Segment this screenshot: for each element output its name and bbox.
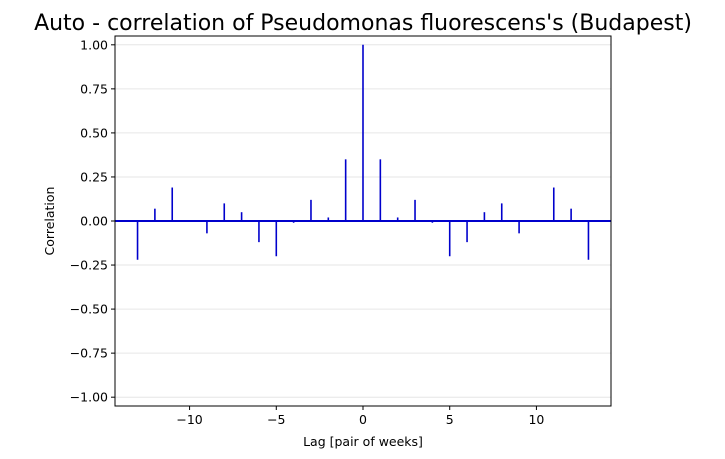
y-tick-label: −0.75: [70, 346, 108, 361]
y-tick-label: −0.25: [70, 258, 108, 273]
x-tick-label: 5: [446, 412, 454, 427]
x-tick-label: 0: [359, 412, 367, 427]
y-tick-label: 0.00: [80, 214, 108, 229]
x-tick-label: −5: [267, 412, 285, 427]
chart-title: Auto - correlation of Pseudomonas fluore…: [34, 11, 692, 36]
x-tick-label: −10: [176, 412, 202, 427]
y-axis: −1.00 −0.75 −0.50 −0.25 0.00 0.25 0.50 0.75 1.00: [70, 37, 115, 405]
y-tick-label: 0.25: [80, 169, 108, 184]
y-axis-label: Correlation: [42, 187, 57, 256]
x-axis: −10 −5 0 5 10: [176, 406, 544, 427]
x-axis-label: Lag [pair of weeks]: [303, 434, 423, 449]
y-tick-label: 1.00: [80, 37, 108, 52]
y-tick-label: −1.00: [70, 390, 108, 405]
stems: [136, 44, 590, 260]
x-tick-label: 10: [528, 412, 544, 427]
y-tick-label: −0.50: [70, 302, 108, 317]
y-tick-label: 0.75: [80, 81, 108, 96]
y-tick-label: 0.50: [80, 125, 108, 140]
